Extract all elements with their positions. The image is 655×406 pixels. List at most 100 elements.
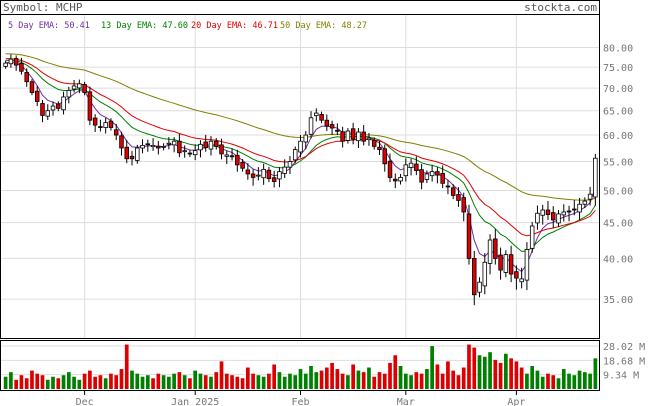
candle-body bbox=[382, 148, 387, 165]
volume-bar bbox=[351, 364, 355, 389]
candle-body bbox=[566, 210, 572, 213]
price-panel-frame bbox=[0, 14, 600, 339]
volume-bar bbox=[577, 370, 582, 389]
volume-bar bbox=[124, 344, 129, 389]
volume-bar bbox=[298, 369, 303, 389]
candle-body bbox=[171, 140, 177, 146]
candle-body bbox=[245, 169, 251, 175]
volume-bar bbox=[319, 370, 324, 389]
volume-bar bbox=[203, 375, 208, 389]
volume-bar bbox=[525, 373, 529, 389]
volume-bar bbox=[440, 373, 445, 389]
volume-bar bbox=[267, 373, 271, 389]
legend-ema13: 13 Day EMA: 47.60 bbox=[101, 21, 188, 31]
volume-tick-label: 28.02 M bbox=[603, 342, 645, 353]
date-tick-label: Dec bbox=[76, 397, 94, 406]
volume-bar bbox=[130, 370, 134, 389]
volume-bar bbox=[335, 369, 340, 389]
volume-bar bbox=[19, 375, 24, 389]
volume-bar bbox=[488, 352, 492, 389]
price-tick-label: 45.00 bbox=[603, 219, 633, 230]
volume-bar bbox=[114, 375, 119, 389]
candle-body bbox=[514, 271, 519, 279]
volume-bar bbox=[561, 369, 566, 389]
date-tick-label: Apr bbox=[507, 397, 525, 406]
candle-body bbox=[487, 239, 493, 264]
candle-body bbox=[287, 161, 293, 168]
candle-body bbox=[266, 169, 272, 180]
volume-bar bbox=[556, 378, 561, 389]
volume-bar bbox=[82, 373, 87, 389]
volume-bar bbox=[551, 375, 556, 389]
candle-body bbox=[187, 152, 193, 155]
candle-body bbox=[29, 81, 35, 93]
volume-bar bbox=[377, 372, 382, 389]
candle-body bbox=[535, 212, 540, 224]
volume-bar bbox=[135, 373, 140, 389]
symbol-label: Symbol: MCHP bbox=[3, 1, 83, 14]
volume-bar bbox=[282, 376, 287, 389]
candle-body bbox=[192, 150, 198, 156]
candle-body bbox=[56, 103, 61, 109]
volume-bar bbox=[40, 375, 45, 389]
volume-bar bbox=[98, 375, 103, 389]
candle-body bbox=[498, 254, 503, 271]
volume-bar bbox=[467, 344, 471, 389]
candle-body bbox=[477, 281, 482, 293]
volume-bar bbox=[514, 361, 519, 389]
volume-bar bbox=[151, 378, 155, 389]
volume-tick-label: 9.34 M bbox=[603, 371, 639, 382]
candle-body bbox=[545, 209, 551, 215]
candle-body bbox=[393, 178, 398, 182]
candle-body bbox=[503, 254, 509, 273]
volume-bar bbox=[356, 370, 361, 389]
candle-body bbox=[282, 166, 287, 174]
candle-body bbox=[429, 171, 435, 177]
volume-bar bbox=[567, 373, 571, 389]
candle-body bbox=[371, 140, 377, 147]
candle-body bbox=[261, 168, 266, 179]
volume-bar bbox=[504, 353, 508, 389]
volume-bar bbox=[93, 376, 97, 389]
candle-body bbox=[508, 254, 514, 275]
volume-bar bbox=[261, 376, 266, 389]
volume-bar bbox=[414, 372, 419, 389]
volume-bar bbox=[172, 373, 176, 389]
candle-body bbox=[24, 72, 29, 83]
candle-body bbox=[219, 144, 224, 155]
volume-bar bbox=[272, 364, 277, 389]
volume-bar bbox=[393, 355, 398, 389]
volume-bar bbox=[109, 373, 113, 389]
candle-body bbox=[403, 164, 409, 177]
volume-bar bbox=[182, 375, 187, 389]
ema13-line bbox=[5, 59, 596, 252]
candle-body bbox=[98, 126, 103, 128]
candle-body bbox=[19, 62, 24, 72]
volume-bar bbox=[409, 375, 413, 389]
candle-body bbox=[456, 194, 461, 201]
volume-bar bbox=[140, 376, 145, 389]
candle-body bbox=[472, 258, 477, 296]
volume-bar bbox=[167, 376, 171, 389]
candle-body bbox=[529, 225, 535, 249]
candle-body bbox=[45, 110, 50, 117]
volume-bar bbox=[209, 376, 213, 389]
candle-body bbox=[329, 124, 335, 129]
candle-body bbox=[113, 129, 119, 136]
volume-bar bbox=[230, 375, 234, 389]
volume-bar bbox=[51, 376, 55, 389]
price-tick-label: 35.00 bbox=[603, 295, 633, 306]
candle-body bbox=[77, 83, 82, 89]
candle-body bbox=[335, 129, 340, 132]
candle-body bbox=[366, 137, 372, 141]
price-tick-label: 70.00 bbox=[603, 84, 633, 95]
volume-axis: 28.02 M 18.68 M 9.34 M bbox=[603, 342, 645, 382]
volume-bar bbox=[472, 347, 477, 389]
volume-bars bbox=[3, 344, 598, 389]
price-tick-label: 60.00 bbox=[603, 131, 633, 142]
volume-bar bbox=[498, 362, 503, 389]
volume-bar bbox=[9, 372, 13, 389]
candle-body bbox=[182, 150, 187, 153]
candle-body bbox=[350, 128, 356, 140]
volume-bar bbox=[314, 372, 319, 389]
